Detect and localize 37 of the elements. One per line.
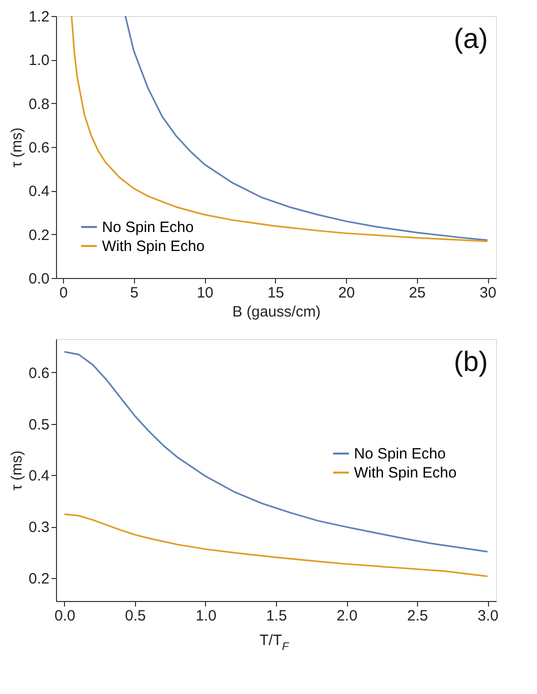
x-tick-label: 0.0	[54, 608, 76, 624]
line-series	[64, 351, 488, 552]
x-tick-label: 0.5	[125, 608, 146, 624]
y-tick-label: 0.2	[28, 570, 50, 588]
legend-label: With Spin Echo	[102, 238, 205, 255]
legend-label: With Spin Echo	[354, 464, 457, 482]
x-tick-label: 20	[338, 284, 355, 302]
y-tick-label: 0.4	[28, 468, 50, 485]
x-tick-label: 2.0	[336, 608, 358, 624]
x-tick-label: 2.5	[407, 608, 428, 624]
legend-label: No Spin Echo	[354, 446, 446, 463]
y-tick-label: 0.6	[28, 140, 50, 156]
y-tick-label: 0.3	[28, 519, 50, 536]
y-tick-label: 1.2	[28, 8, 50, 26]
y-tick-label: 0.8	[28, 96, 50, 113]
x-tick-label: 3.0	[478, 608, 498, 624]
x-tick-label: 15	[267, 284, 284, 302]
x-tick-label: 25	[408, 284, 426, 302]
line-series	[64, 513, 488, 578]
y-axis-title: τ (ms)	[8, 127, 26, 168]
y-tick-label: 0.2	[28, 226, 50, 244]
x-tick-label: 0	[59, 284, 68, 302]
y-tick-label: 0.0	[28, 270, 50, 288]
x-tick-label: 10	[196, 284, 214, 302]
x-axis-title: B (gauss/cm)	[232, 304, 321, 320]
y-tick-label: 0.6	[28, 364, 50, 382]
annotation: (a)	[454, 23, 488, 54]
y-tick-label: 0.5	[28, 416, 50, 434]
x-tick-label: 1.0	[196, 608, 216, 624]
x-tick-label: 30	[480, 284, 496, 302]
y-axis-title: τ (ms)	[8, 450, 26, 491]
y-tick-label: 0.4	[28, 183, 50, 200]
x-tick-label: 5	[130, 284, 138, 302]
legend-label: No Spin Echo	[102, 219, 194, 236]
annotation: (b)	[454, 346, 488, 377]
y-tick-label: 1.0	[28, 52, 50, 70]
x-tick-label: 1.5	[266, 608, 287, 624]
